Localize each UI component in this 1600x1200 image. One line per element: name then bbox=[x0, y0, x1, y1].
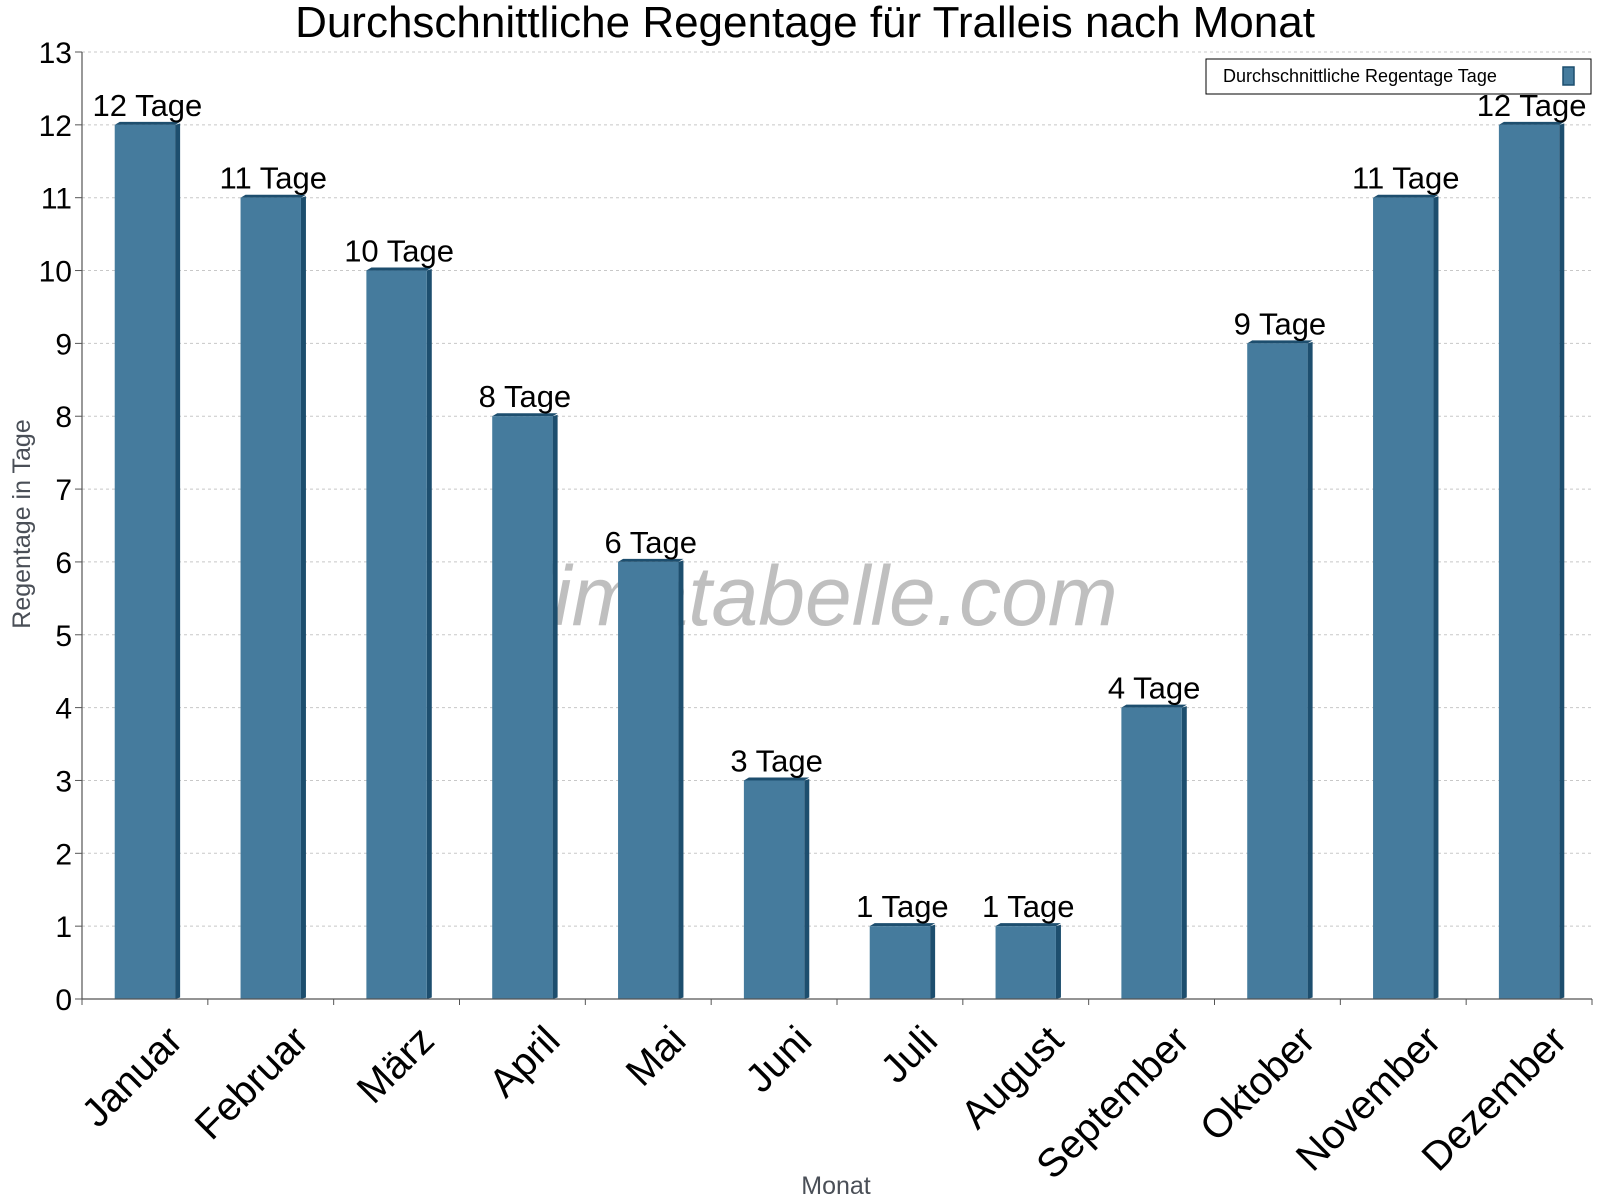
bar-side bbox=[678, 560, 684, 999]
bar bbox=[492, 416, 553, 999]
bar bbox=[240, 197, 301, 999]
y-tick-label: 2 bbox=[55, 838, 72, 871]
y-tick-label: 5 bbox=[55, 620, 72, 653]
chart-title: Durchschnittliche Regentage für Tralleis… bbox=[295, 0, 1315, 47]
bar-top bbox=[869, 923, 936, 927]
bar-side bbox=[1181, 706, 1187, 999]
data-label: 1 Tage bbox=[982, 889, 1075, 924]
bar-top bbox=[114, 121, 181, 125]
bar-top bbox=[1373, 194, 1439, 198]
bar bbox=[366, 270, 427, 999]
bar-top bbox=[366, 267, 432, 271]
x-tick-label: Juli bbox=[873, 1018, 947, 1092]
data-label: 8 Tage bbox=[479, 379, 572, 414]
bars bbox=[114, 121, 1565, 1000]
y-tick-label: 6 bbox=[55, 547, 72, 580]
bar bbox=[869, 926, 931, 999]
x-tick-label: Mai bbox=[618, 1018, 695, 1095]
bar-side bbox=[1055, 924, 1061, 999]
y-tick-label: 8 bbox=[55, 401, 72, 434]
data-label: 6 Tage bbox=[604, 525, 697, 560]
bar bbox=[995, 926, 1056, 999]
bar bbox=[1373, 197, 1434, 999]
bar-side bbox=[1559, 123, 1565, 1000]
bar-side bbox=[930, 924, 936, 999]
data-label: 4 Tage bbox=[1108, 671, 1201, 706]
data-label: 3 Tage bbox=[730, 743, 823, 778]
data-label: 1 Tage bbox=[856, 889, 949, 924]
x-tick-label: Februar bbox=[187, 1018, 317, 1148]
x-tick-label: April bbox=[481, 1018, 569, 1106]
y-tick-label: 4 bbox=[55, 693, 72, 726]
y-tick-label: 9 bbox=[55, 328, 72, 361]
bar bbox=[114, 124, 176, 1000]
x-axis-title: Monat bbox=[801, 1172, 871, 1200]
y-axis-title: Regentage in Tage bbox=[8, 419, 36, 628]
data-labels: 12 Tage 11 Tage 10 Tage 8 Tage 6 Tage 3 Tage 1… bbox=[93, 88, 1587, 924]
bar bbox=[1121, 707, 1182, 999]
bar-top bbox=[995, 923, 1061, 927]
legend-label: Durchschnittliche Regentage Tage bbox=[1223, 66, 1497, 86]
bar-side bbox=[300, 196, 306, 999]
y-tick-label: 7 bbox=[55, 474, 72, 507]
y-tick-label: 1 bbox=[55, 911, 72, 944]
bar-side bbox=[1433, 196, 1439, 999]
y-tick-label: 12 bbox=[39, 110, 72, 143]
data-label: 10 Tage bbox=[344, 234, 454, 269]
legend-swatch bbox=[1562, 66, 1575, 86]
legend-box bbox=[1205, 58, 1592, 95]
y-tick-label: 11 bbox=[41, 183, 72, 216]
x-tick-label: Oktober bbox=[1192, 1018, 1324, 1150]
bar bbox=[618, 561, 679, 999]
x-tick-label: Januar bbox=[73, 1018, 191, 1136]
y-tick-label: 3 bbox=[55, 765, 72, 798]
y-tick-label: 10 bbox=[39, 256, 72, 289]
x-tick-label: August bbox=[953, 1018, 1072, 1137]
bar-top bbox=[743, 777, 810, 781]
watermark: klimatabelle.com bbox=[492, 549, 1118, 643]
bar-top bbox=[1121, 704, 1187, 708]
bar bbox=[1498, 124, 1560, 1000]
bar bbox=[743, 780, 805, 999]
bar-top bbox=[492, 413, 558, 417]
x-tick-label: März bbox=[349, 1018, 443, 1112]
y-tick-label: 0 bbox=[55, 984, 72, 1017]
x-tick-label: Juni bbox=[737, 1018, 820, 1101]
data-label: 11 Tage bbox=[220, 161, 327, 196]
bar-side bbox=[552, 414, 558, 999]
bar bbox=[1247, 343, 1308, 999]
bar-top bbox=[618, 558, 684, 562]
bar-side bbox=[426, 269, 432, 999]
y-tick-label: 13 bbox=[39, 37, 72, 70]
bar-side bbox=[175, 123, 181, 1000]
bar-side bbox=[804, 778, 810, 999]
bar-side bbox=[1307, 341, 1313, 999]
data-label: 9 Tage bbox=[1234, 306, 1327, 341]
bar-top bbox=[1247, 340, 1313, 344]
bar-top bbox=[240, 194, 306, 198]
data-label: 11 Tage bbox=[1352, 161, 1459, 196]
data-label: 12 Tage bbox=[93, 88, 203, 123]
bar-top bbox=[1498, 121, 1565, 125]
legend: Durchschnittliche Regentage Tage bbox=[1205, 58, 1592, 95]
